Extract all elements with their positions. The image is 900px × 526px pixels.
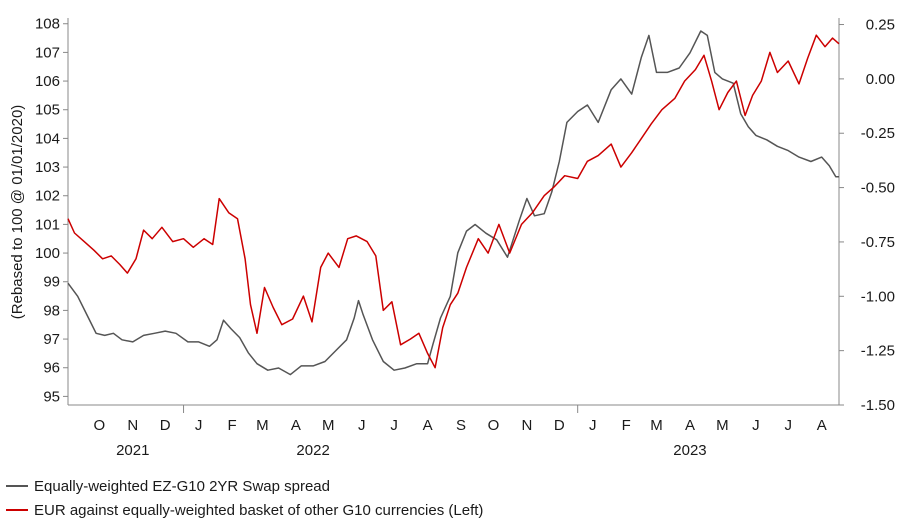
year-tick-label: 2023 xyxy=(673,442,706,459)
month-tick-label: M xyxy=(256,417,269,434)
month-tick-label: S xyxy=(456,417,466,434)
left-tick-label: 96 xyxy=(43,360,60,377)
left-tick-label: 98 xyxy=(43,302,60,319)
month-tick-label: D xyxy=(554,417,565,434)
right-tick-label: -0.25 xyxy=(861,125,895,142)
left-tick-label: 102 xyxy=(35,188,60,205)
legend: Equally-weighted EZ-G10 2YR Swap spread … xyxy=(6,474,483,522)
left-tick-label: 105 xyxy=(35,102,60,119)
left-tick-label: 106 xyxy=(35,73,60,90)
month-tick-label: M xyxy=(716,417,729,434)
month-tick-label: A xyxy=(423,417,433,434)
right-tick-label: -1.25 xyxy=(861,343,895,360)
month-tick-label: M xyxy=(650,417,663,434)
month-tick-label: J xyxy=(752,417,760,434)
month-tick-label: O xyxy=(93,417,105,434)
left-tick-label: 100 xyxy=(35,245,60,262)
month-tick-label: J xyxy=(390,417,398,434)
series-group xyxy=(67,30,840,376)
series-line-eur-basket xyxy=(67,34,840,369)
left-tick-label: 103 xyxy=(35,159,60,176)
month-tick-label: F xyxy=(622,417,631,434)
month-tick-label: J xyxy=(589,417,597,434)
month-tick-label: J xyxy=(195,417,203,434)
month-tick-label: A xyxy=(291,417,301,434)
left-tick-label: 104 xyxy=(35,130,60,147)
legend-label-swap-spread: Equally-weighted EZ-G10 2YR Swap spread xyxy=(34,477,330,495)
left-axis-title: (Rebased to 100 @ 01/01/2020) xyxy=(9,105,26,320)
legend-item-swap-spread: Equally-weighted EZ-G10 2YR Swap spread xyxy=(6,474,483,498)
right-y-ticks: 0.25 0.00 -0.25 -0.50 -0.75 -1.00 -1.25 -1.50 xyxy=(839,17,895,414)
left-tick-label: 97 xyxy=(43,331,60,348)
chart-canvas: (Rebased to 100 @ 01/01/2020) 95 96 97 98 99… xyxy=(9,16,895,459)
right-tick-label: -1.50 xyxy=(861,397,895,414)
right-tick-label: 0.00 xyxy=(866,71,895,88)
x-axis-ticks: O N D J F M A M J J A S O N D J F M A M J J A 2021 2022 2023 xyxy=(93,405,827,459)
legend-swatch-eur-basket xyxy=(6,509,28,511)
left-tick-label: 108 xyxy=(35,16,60,33)
year-tick-label: 2021 xyxy=(116,442,149,459)
legend-label-eur-basket: EUR against equally-weighted basket of o… xyxy=(34,501,484,519)
month-tick-label: J xyxy=(784,417,792,434)
month-tick-label: F xyxy=(228,417,237,434)
month-tick-label: O xyxy=(488,417,500,434)
month-tick-label: J xyxy=(358,417,366,434)
left-tick-label: 95 xyxy=(43,388,60,405)
left-tick-label: 107 xyxy=(35,44,60,61)
right-tick-label: -0.50 xyxy=(861,180,895,197)
right-tick-label: -1.00 xyxy=(861,288,895,305)
month-tick-label: M xyxy=(322,417,335,434)
year-tick-label: 2022 xyxy=(296,442,329,459)
month-tick-label: D xyxy=(160,417,171,434)
month-tick-label: N xyxy=(522,417,533,434)
right-tick-label: 0.25 xyxy=(866,17,895,34)
legend-swatch-swap-spread xyxy=(6,485,28,487)
legend-item-eur-basket: EUR against equally-weighted basket of o… xyxy=(6,498,483,522)
right-tick-label: -0.75 xyxy=(861,234,895,251)
month-tick-label: A xyxy=(817,417,827,434)
month-tick-label: N xyxy=(127,417,138,434)
left-tick-label: 99 xyxy=(43,274,60,291)
series-line-swap-spread xyxy=(67,30,839,376)
left-tick-label: 101 xyxy=(35,216,60,233)
month-tick-label: A xyxy=(685,417,695,434)
left-y-ticks: 95 96 97 98 99 100 101 102 103 104 105 106 107 108 xyxy=(35,16,68,405)
